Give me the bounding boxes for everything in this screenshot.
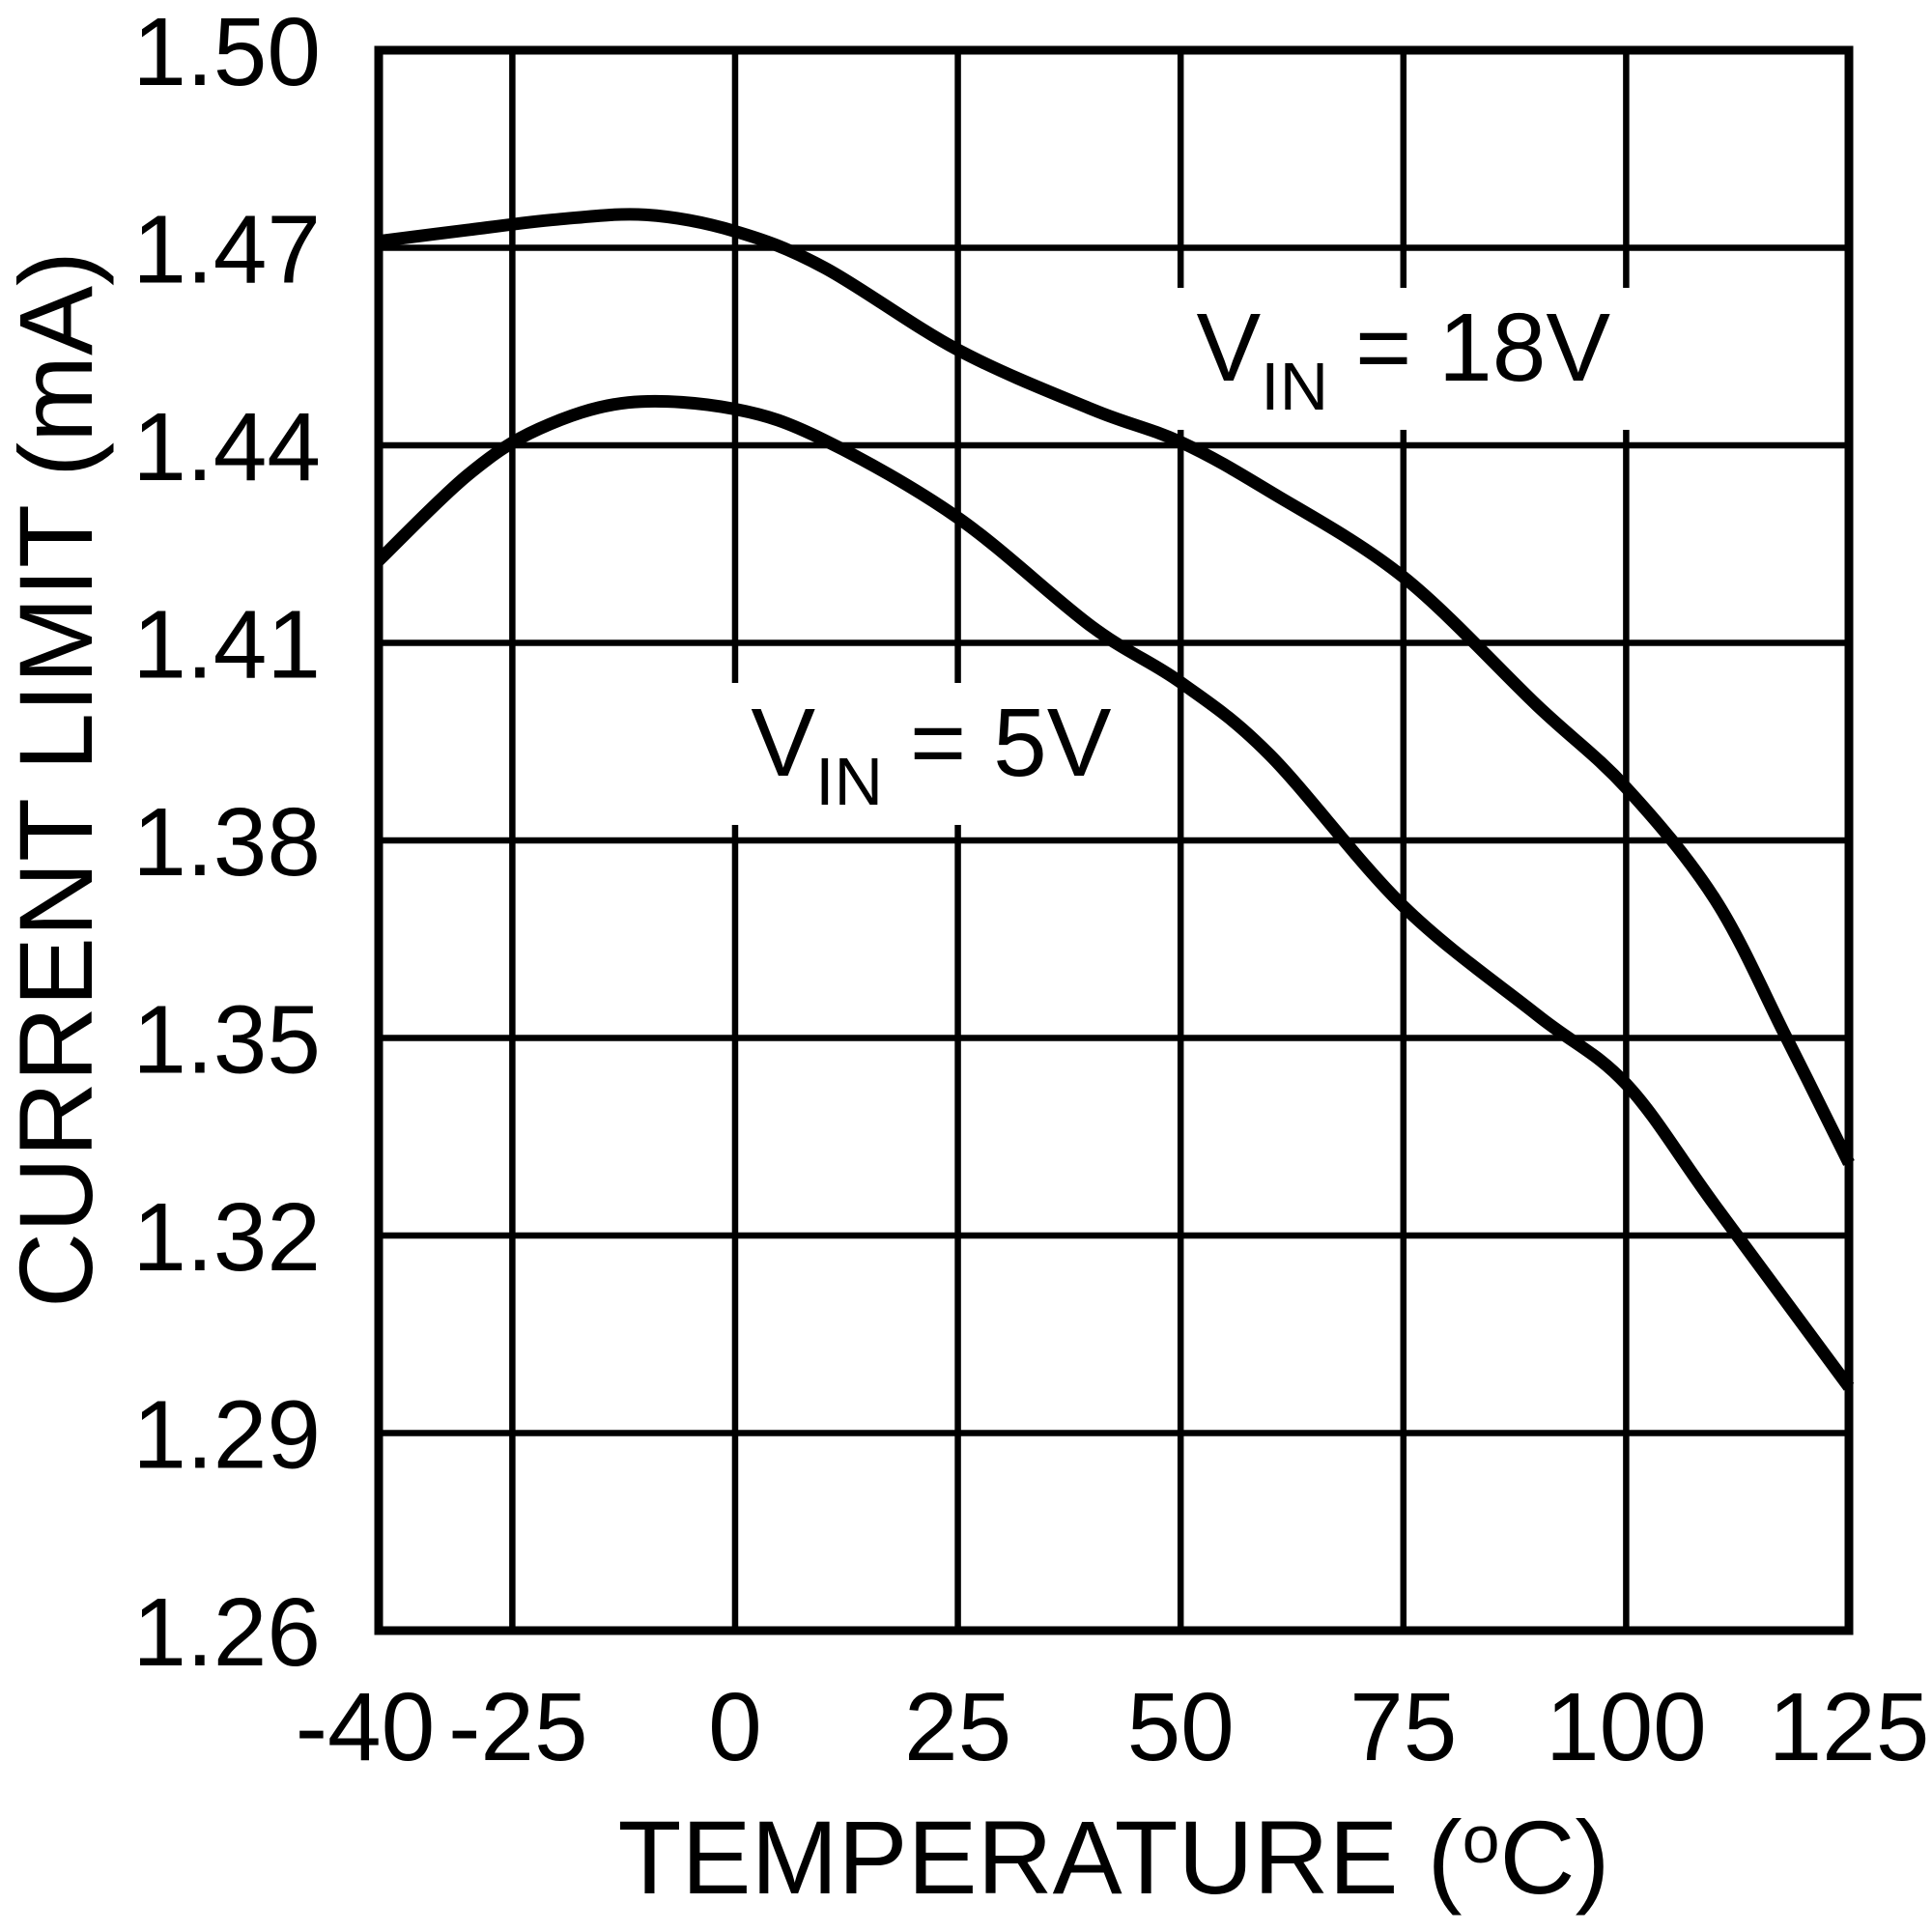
y-tick-label: 1.44 — [132, 393, 321, 501]
y-tick-label: 1.35 — [132, 986, 321, 1094]
plot-border — [374, 45, 1854, 1635]
curve-vin-5v — [374, 394, 1855, 1391]
y-tick-label: 1.29 — [132, 1381, 321, 1490]
x-tick-label: -40 — [296, 1673, 436, 1781]
y-tick-label: 1.38 — [132, 788, 321, 896]
curve-annotations: VIN = 18V VIN = 5V — [731, 287, 1631, 825]
vin-5v-label-backdrop — [731, 682, 1131, 825]
vin-18v-label-text: VIN = 18V — [1196, 294, 1610, 424]
tick-labels: 1.26 1.29 1.32 1.35 1.38 1.41 1.44 1.47 1.50 -40-… — [132, 0, 1929, 1781]
vin-18v-label-backdrop — [1177, 287, 1631, 430]
y-tick-label: 1.50 — [132, 0, 321, 106]
x-tick-label: 0 — [708, 1673, 762, 1781]
x-tick-label: 75 — [1350, 1673, 1457, 1781]
x-axis-title: TEMPERATURE (oC) — [618, 1799, 1610, 1916]
gridlines — [379, 50, 1849, 1631]
vin-18v-label: VIN = 18V — [1177, 287, 1631, 430]
x-tick-label: 25 — [904, 1673, 1011, 1781]
plot-frame — [374, 45, 1854, 1635]
x-tick-label: 100 — [1546, 1673, 1707, 1781]
x-tick-label: 125 — [1769, 1673, 1930, 1781]
curve-vin-18v — [378, 208, 1855, 1166]
y-tick-label: 1.32 — [132, 1183, 321, 1292]
y-tick-label: 1.41 — [132, 591, 321, 699]
y-tick-label: 1.26 — [132, 1578, 321, 1687]
x-tick-label: -25 — [448, 1673, 588, 1781]
vin-5v-label-text: VIN = 5V — [751, 689, 1111, 819]
y-tick-label: 1.47 — [132, 196, 321, 304]
vin-5v-label: VIN = 5V — [731, 682, 1131, 825]
data-curves — [374, 208, 1855, 1391]
x-tick-label: 50 — [1127, 1673, 1235, 1781]
y-axis-title: CURRENT LIMIT (mA) — [0, 251, 114, 1308]
x-axis-title-text: TEMPERATURE (oC) — [618, 1799, 1610, 1916]
